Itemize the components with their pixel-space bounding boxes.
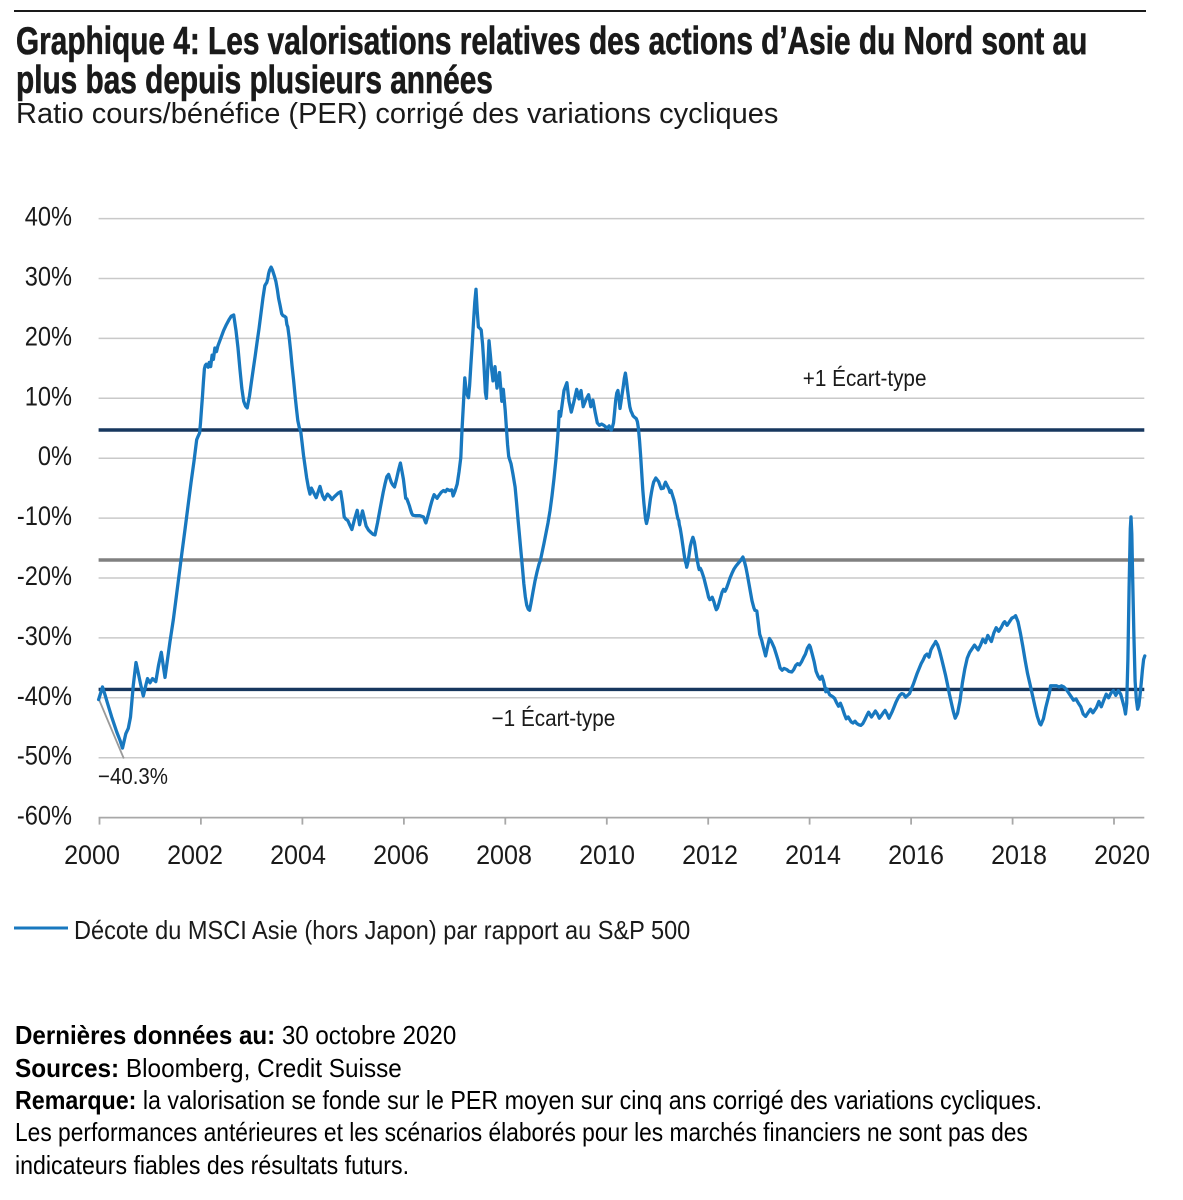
svg-text:2010: 2010 — [579, 839, 635, 870]
svg-text:−1 Écart-type: −1 Écart-type — [492, 705, 616, 731]
svg-text:2016: 2016 — [888, 839, 944, 870]
svg-text:2014: 2014 — [785, 839, 841, 870]
svg-text:2018: 2018 — [991, 839, 1047, 870]
svg-text:2012: 2012 — [682, 839, 738, 870]
svg-text:2002: 2002 — [167, 839, 223, 870]
svg-text:2006: 2006 — [373, 839, 429, 870]
svg-text:-50%: -50% — [17, 741, 72, 771]
svg-text:-30%: -30% — [17, 621, 72, 651]
svg-text:2004: 2004 — [270, 839, 326, 870]
svg-text:20%: 20% — [25, 322, 72, 352]
svg-text:0%: 0% — [38, 442, 72, 472]
svg-text:2020: 2020 — [1094, 839, 1150, 870]
svg-text:10%: 10% — [25, 382, 72, 412]
svg-text:2000: 2000 — [64, 839, 120, 870]
svg-text:-40%: -40% — [17, 681, 72, 711]
svg-text:+1 Écart-type: +1 Écart-type — [803, 365, 927, 391]
svg-text:2008: 2008 — [476, 839, 532, 870]
svg-text:40%: 40% — [25, 202, 72, 232]
svg-text:-60%: -60% — [17, 801, 72, 831]
svg-text:30%: 30% — [25, 262, 72, 292]
svg-text:-10%: -10% — [17, 502, 72, 532]
svg-text:−40.3%: −40.3% — [98, 763, 168, 789]
svg-text:-20%: -20% — [17, 562, 72, 592]
